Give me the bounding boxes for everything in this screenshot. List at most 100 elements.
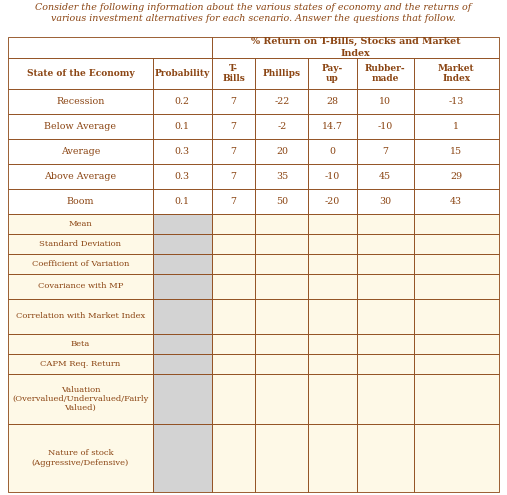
Text: 0.1: 0.1 bbox=[175, 197, 190, 206]
Text: 20: 20 bbox=[276, 147, 288, 156]
Bar bbox=[8, 354, 153, 374]
Bar bbox=[356, 164, 414, 189]
Bar bbox=[308, 424, 356, 492]
Bar bbox=[212, 299, 256, 334]
Bar bbox=[414, 214, 499, 234]
Text: 45: 45 bbox=[379, 172, 391, 181]
Bar bbox=[356, 374, 414, 424]
Bar bbox=[8, 114, 153, 139]
Bar bbox=[356, 354, 414, 374]
Bar bbox=[153, 424, 212, 492]
Text: 50: 50 bbox=[276, 197, 288, 206]
Bar bbox=[153, 234, 212, 254]
Text: Average: Average bbox=[61, 147, 100, 156]
Bar bbox=[414, 139, 499, 164]
Bar bbox=[8, 164, 153, 189]
Text: -22: -22 bbox=[274, 97, 289, 106]
Bar bbox=[212, 254, 256, 274]
Bar bbox=[153, 354, 212, 374]
Bar bbox=[8, 254, 153, 274]
Bar bbox=[356, 139, 414, 164]
Bar bbox=[308, 189, 356, 214]
Bar bbox=[8, 334, 153, 354]
Text: -20: -20 bbox=[325, 197, 340, 206]
Bar bbox=[8, 274, 153, 299]
Text: Rubber-
made: Rubber- made bbox=[365, 64, 406, 83]
Bar bbox=[356, 214, 414, 234]
Bar bbox=[308, 58, 356, 89]
Bar bbox=[153, 274, 212, 299]
Bar bbox=[256, 354, 308, 374]
Bar bbox=[153, 58, 212, 89]
Bar bbox=[212, 89, 256, 114]
Bar bbox=[8, 139, 153, 164]
Bar bbox=[153, 189, 212, 214]
Bar bbox=[153, 114, 212, 139]
Text: 7: 7 bbox=[231, 197, 237, 206]
Bar bbox=[414, 354, 499, 374]
Text: 0.3: 0.3 bbox=[175, 172, 190, 181]
Bar bbox=[356, 58, 414, 89]
Text: Coefficient of Variation: Coefficient of Variation bbox=[32, 260, 129, 268]
Text: State of the Economy: State of the Economy bbox=[26, 69, 134, 78]
Bar bbox=[256, 214, 308, 234]
Bar bbox=[414, 274, 499, 299]
Text: -2: -2 bbox=[277, 122, 286, 131]
Text: 0.3: 0.3 bbox=[175, 147, 190, 156]
Bar bbox=[308, 234, 356, 254]
Bar bbox=[308, 254, 356, 274]
Bar bbox=[212, 164, 256, 189]
Bar bbox=[8, 89, 153, 114]
Bar bbox=[256, 58, 308, 89]
Bar bbox=[256, 234, 308, 254]
Bar bbox=[356, 299, 414, 334]
Bar bbox=[212, 214, 256, 234]
Bar bbox=[8, 58, 153, 89]
Bar bbox=[256, 164, 308, 189]
Bar bbox=[356, 334, 414, 354]
Bar bbox=[8, 299, 153, 334]
Bar bbox=[308, 274, 356, 299]
Text: 29: 29 bbox=[450, 172, 462, 181]
Text: 30: 30 bbox=[379, 197, 391, 206]
Text: 35: 35 bbox=[276, 172, 288, 181]
Bar bbox=[8, 234, 153, 254]
Text: Consider the following information about the various states of economy and the r: Consider the following information about… bbox=[35, 3, 471, 12]
Bar bbox=[308, 334, 356, 354]
Bar bbox=[356, 189, 414, 214]
Bar bbox=[212, 189, 256, 214]
Bar bbox=[356, 89, 414, 114]
Bar bbox=[414, 424, 499, 492]
Bar bbox=[212, 58, 256, 89]
Text: 0.1: 0.1 bbox=[175, 122, 190, 131]
Bar bbox=[153, 214, 212, 234]
Bar bbox=[256, 374, 308, 424]
Text: 0: 0 bbox=[330, 147, 336, 156]
Bar bbox=[356, 114, 414, 139]
Text: Recession: Recession bbox=[56, 97, 104, 106]
Bar bbox=[414, 58, 499, 89]
Text: T-
Bills: T- Bills bbox=[222, 64, 245, 83]
Bar bbox=[414, 189, 499, 214]
Text: Standard Deviation: Standard Deviation bbox=[40, 240, 121, 248]
Text: various investment alternatives for each scenario. Answer the questions that fol: various investment alternatives for each… bbox=[51, 14, 455, 23]
Bar bbox=[414, 164, 499, 189]
Text: Boom: Boom bbox=[67, 197, 94, 206]
Text: Mean: Mean bbox=[68, 220, 92, 228]
Text: Correlation with Market Index: Correlation with Market Index bbox=[16, 312, 145, 320]
Text: 10: 10 bbox=[379, 97, 391, 106]
Bar bbox=[212, 334, 256, 354]
Text: Valuation
(Overvalued/Undervalued/Fairly
Valued): Valuation (Overvalued/Undervalued/Fairly… bbox=[12, 386, 149, 412]
Text: Probability: Probability bbox=[155, 69, 210, 78]
Bar bbox=[308, 214, 356, 234]
Bar bbox=[212, 274, 256, 299]
Bar bbox=[153, 254, 212, 274]
Text: Market
Index: Market Index bbox=[438, 64, 475, 83]
Bar bbox=[308, 164, 356, 189]
Bar bbox=[308, 139, 356, 164]
Bar bbox=[212, 37, 499, 58]
Bar bbox=[308, 114, 356, 139]
Bar bbox=[356, 274, 414, 299]
Bar bbox=[256, 114, 308, 139]
Text: Phillips: Phillips bbox=[263, 69, 301, 78]
